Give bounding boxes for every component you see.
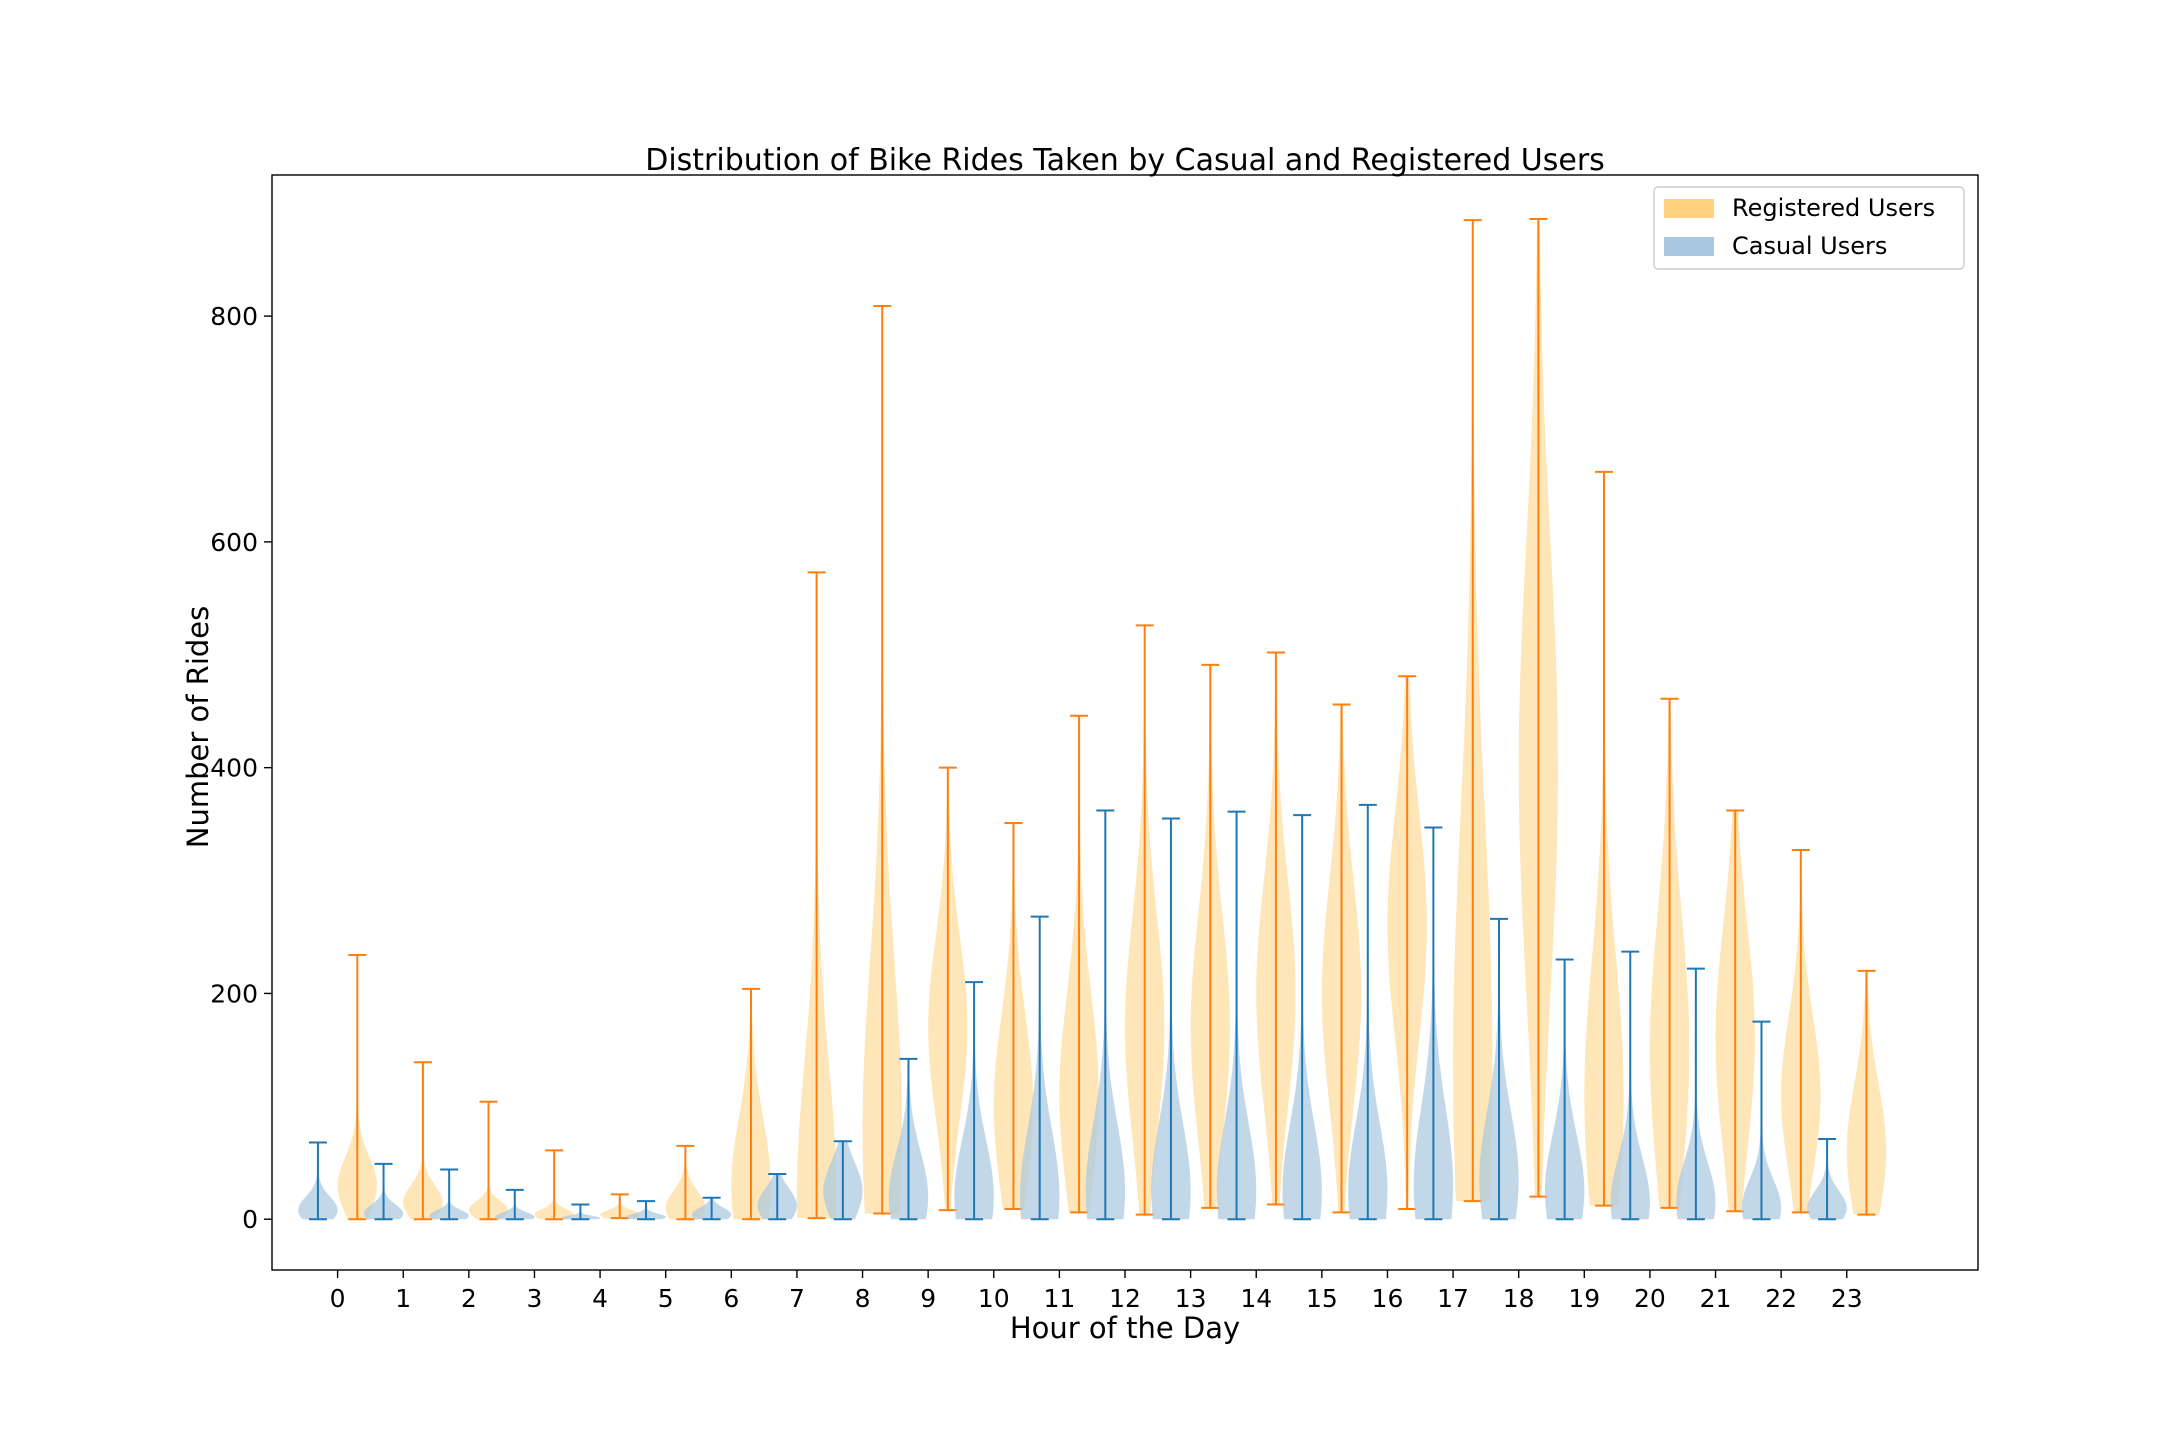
x-tick-label: 19 [1568,1284,1600,1313]
x-tick-label: 5 [658,1284,674,1313]
x-tick-label: 20 [1634,1284,1666,1313]
x-tick-label: 18 [1503,1284,1535,1313]
legend-box [1653,186,1965,270]
x-axis: 0 1 2 3 4 5 6 7 8 9 10 11 12 13 14 15 16 17 18 19 20 21 22 23 [330,1270,1863,1313]
y-tick-label: 400 [210,754,258,783]
y-tick-label: 0 [242,1205,258,1234]
x-tick-label: 11 [1043,1284,1075,1313]
x-tick-label: 0 [330,1284,346,1313]
x-tick-label: 23 [1831,1284,1863,1313]
legend-label-registered-users: Registered Users [1732,194,1935,222]
x-tick-label: 12 [1109,1284,1141,1313]
y-axis: 0 200 400 600 800 [210,302,272,1234]
x-tick-label: 6 [723,1284,739,1313]
y-tick-label: 200 [210,979,258,1008]
legend: Registered Users Casual Users [1653,186,1965,270]
x-tick-label: 13 [1175,1284,1207,1313]
x-tick-label: 21 [1700,1284,1732,1313]
legend-swatch-casual-users [1664,237,1714,256]
x-axis-label: Hour of the Day [1010,1311,1240,1345]
x-tick-label: 9 [920,1284,936,1313]
y-axis-label: Number of Rides [181,606,215,848]
y-tick-label: 800 [210,302,258,331]
x-tick-label: 22 [1765,1284,1797,1313]
x-tick-label: 15 [1306,1284,1338,1313]
violin-group [298,218,1887,1221]
legend-label-casual-users: Casual Users [1732,232,1887,260]
x-tick-label: 2 [461,1284,477,1313]
x-tick-label: 8 [855,1284,871,1313]
y-tick-label: 600 [210,528,258,557]
x-tick-label: 1 [395,1284,411,1313]
x-tick-label: 14 [1240,1284,1272,1313]
x-tick-label: 3 [527,1284,543,1313]
x-tick-label: 17 [1437,1284,1469,1313]
plot-frame [271,174,1979,1271]
chart-title: Distribution of Bike Rides Taken by Casu… [645,143,1605,178]
legend-swatch-registered-users [1664,199,1714,218]
x-tick-label: 10 [978,1284,1010,1313]
x-tick-label: 16 [1372,1284,1404,1313]
x-tick-label: 7 [789,1284,805,1313]
x-tick-label: 4 [592,1284,608,1313]
